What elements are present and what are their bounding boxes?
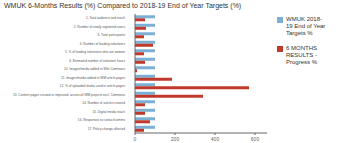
svg-text:12. % of uploaded media used i: 12. % of uploaded media used in article …	[60, 84, 126, 88]
svg-text:15. Digital media reach: 15. Digital media reach	[92, 110, 125, 114]
svg-text:0: 0	[134, 136, 137, 142]
html-text:6 MONTHS RESULTS - Progress %: 6 MONTHS RESULTS - Progress %	[286, 45, 317, 65]
html-text:WMUK 6-Months Results (%) Comp: WMUK 6-Months Results (%) Compared to 20…	[4, 2, 242, 9]
svg-text:11. Images/media added to WM a: 11. Images/media added to WM article pag…	[61, 76, 125, 80]
svg-text:2. Number of newly registered: 2. Number of newly registered users	[74, 25, 126, 29]
svg-text:14. Number of articles created: 14. Number of articles created	[82, 101, 125, 105]
svg-text:400: 400	[211, 136, 220, 142]
svg-text:4. Number of leading volunteer: 4. Number of leading volunteers	[80, 42, 126, 46]
html-text:WMUK 2018- 19 End of Year Targ: WMUK 2018- 19 End of Year Targets %	[286, 16, 326, 36]
svg-text:200: 200	[171, 136, 180, 142]
svg-text:10. Images/media added to Wiki: 10. Images/media added to Wiki Commons	[64, 67, 125, 71]
svg-text:16. Responses to contact/comms: 16. Responses to contact/comms	[78, 118, 126, 122]
svg-text:13. Content pages created or i: 13. Content pages created or improved, a…	[13, 93, 125, 97]
svg-text:17. Policy change affected: 17. Policy change affected	[88, 127, 126, 131]
svg-text:600: 600	[251, 136, 260, 142]
svg-text:6. Estimated number of volunte: 6. Estimated number of volunteer hours	[69, 59, 125, 63]
svg-text:3. Total participants: 3. Total participants	[98, 33, 126, 37]
svg-text:5. % of leading volunteers who: 5. % of leading volunteers who are women	[65, 50, 125, 54]
svg-text:1. Total audience and reach: 1. Total audience and reach	[86, 16, 125, 20]
